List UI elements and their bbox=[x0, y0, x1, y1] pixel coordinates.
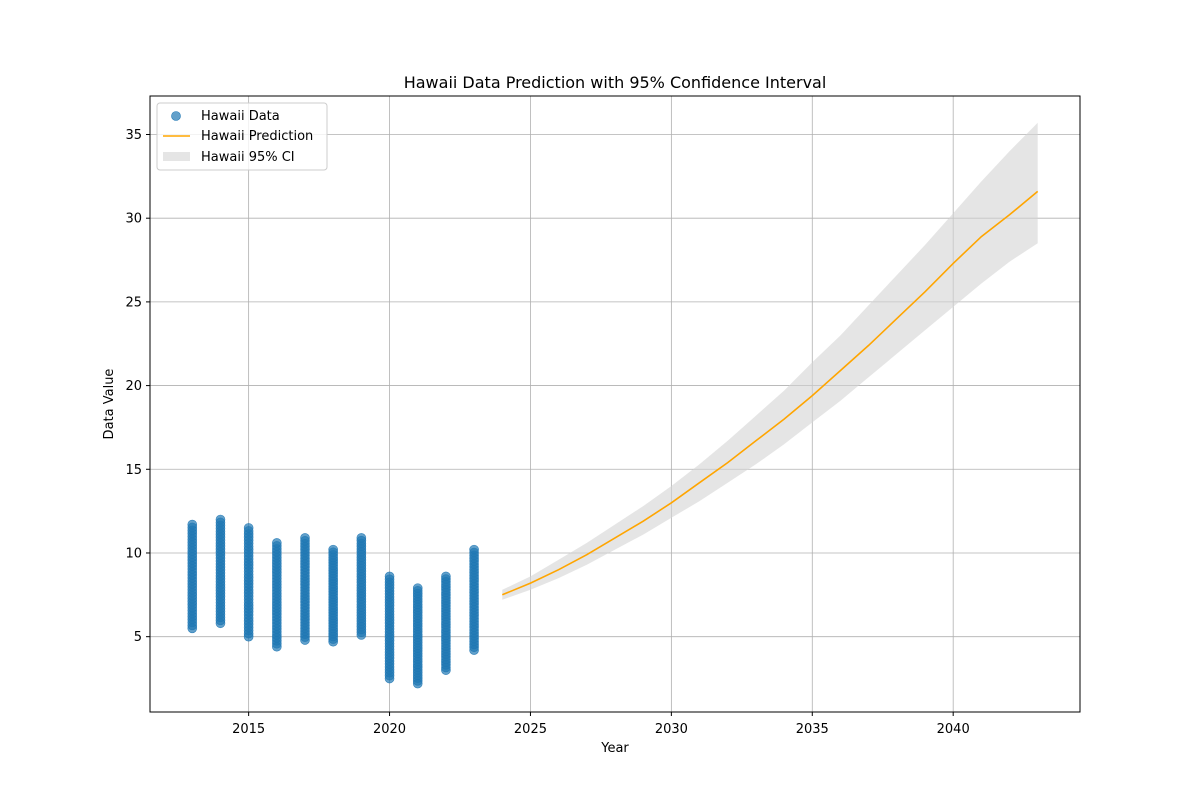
data-point bbox=[384, 571, 395, 582]
data-point bbox=[328, 544, 338, 555]
y-tick-label: 20 bbox=[125, 379, 142, 394]
data-point bbox=[412, 583, 423, 593]
y-tick-label: 30 bbox=[125, 212, 142, 227]
data-point bbox=[356, 533, 367, 543]
data-point bbox=[441, 571, 451, 582]
data-point bbox=[469, 544, 479, 555]
legend: Hawaii Data Hawaii Prediction Hawaii 95%… bbox=[156, 102, 328, 171]
y-tick-label: 15 bbox=[125, 463, 142, 478]
data-point bbox=[272, 538, 282, 548]
data-point bbox=[300, 533, 310, 543]
y-tick-label: 10 bbox=[125, 546, 142, 561]
x-tick-label: 2020 bbox=[373, 722, 406, 737]
data-point bbox=[187, 519, 198, 530]
y-axis-title: Data Value bbox=[102, 369, 117, 440]
x-tick-label: 2025 bbox=[514, 722, 547, 737]
legend-box bbox=[156, 102, 328, 171]
legend-marker-ci bbox=[163, 152, 190, 161]
legend-marker-data bbox=[171, 111, 181, 121]
y-tick-label: 25 bbox=[125, 295, 142, 310]
plot-frame bbox=[149, 95, 1081, 713]
prediction-line bbox=[501, 190, 1039, 596]
legend-label-data: Hawaii Data bbox=[201, 109, 280, 124]
data-point bbox=[243, 523, 254, 533]
data-point bbox=[215, 514, 226, 525]
x-tick-label: 2040 bbox=[937, 722, 970, 737]
legend-label-prediction: Hawaii Prediction bbox=[201, 129, 313, 144]
y-tick-label: 5 bbox=[134, 630, 142, 645]
legend-label-ci: Hawaii 95% CI bbox=[201, 150, 295, 165]
x-tick-label: 2015 bbox=[232, 722, 265, 737]
data-points bbox=[187, 514, 479, 689]
x-tick-label: 2030 bbox=[655, 722, 688, 737]
x-axis-title: Year bbox=[600, 741, 629, 756]
x-tick-label: 2035 bbox=[796, 722, 829, 737]
prediction-line-path bbox=[501, 190, 1039, 596]
chart-title: Hawaii Data Prediction with 95% Confiden… bbox=[404, 73, 827, 92]
y-tick-label: 35 bbox=[125, 128, 142, 143]
